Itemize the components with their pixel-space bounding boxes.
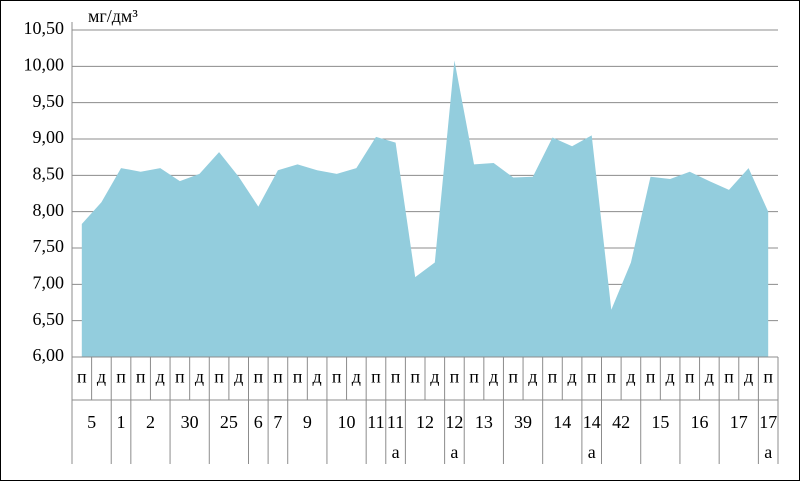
x-group-label: а [588,442,596,462]
x-group-label: 9 [303,412,312,432]
x-category-label: п [724,367,734,387]
x-category-label: п [763,367,773,387]
y-tick-label: 9,50 [33,91,65,111]
x-category-label: п [332,367,342,387]
x-group-label: 17 [730,412,748,432]
x-category-label: д [567,367,576,387]
x-category-label: п [450,367,460,387]
x-category-label: п [116,367,126,387]
x-category-label: п [77,367,87,387]
x-category-label: д [156,367,165,387]
x-group-label: 39 [514,412,532,432]
x-group-label: 7 [273,412,282,432]
x-category-label: п [136,367,146,387]
x-category-label: п [410,367,420,387]
x-category-label: п [646,367,656,387]
x-category-label: д [430,367,439,387]
x-group-label: 10 [338,412,356,432]
x-category-label: п [548,367,558,387]
x-group-label: 30 [181,412,199,432]
x-group-label: а [450,442,458,462]
x-category-label: п [293,367,303,387]
x-category-label: п [214,367,224,387]
x-category-label: п [508,367,518,387]
x-category-label: д [489,367,498,387]
x-category-label: п [253,367,263,387]
x-category-label: д [352,367,361,387]
y-tick-label: 7,00 [33,272,65,292]
x-group-label: 12 [416,412,434,432]
x-group-label: 25 [220,412,238,432]
x-group-label: 11 [387,412,404,432]
x-group-label: 16 [691,412,709,432]
y-tick-label: 7,50 [33,236,65,256]
unit-label: мг/дм³ [88,6,138,26]
x-group-label: 1 [117,412,126,432]
x-category-label: д [626,367,635,387]
x-category-label: д [528,367,537,387]
y-tick-label: 6,00 [33,345,65,365]
x-category-label: п [469,367,479,387]
y-tick-label: 8,00 [33,200,65,220]
x-group-label: 15 [651,412,669,432]
x-group-label: 13 [475,412,493,432]
x-category-label: п [606,367,616,387]
x-category-label: д [744,367,753,387]
y-tick-label: 9,00 [33,127,65,147]
x-category-label: п [175,367,185,387]
y-tick-label: 6,50 [33,309,65,329]
x-category-label: п [391,367,401,387]
x-group-label: 42 [612,412,630,432]
y-tick-label: 10,50 [24,18,65,38]
x-category-label: д [195,367,204,387]
x-group-label: а [392,442,400,462]
x-group-label: 12 [445,412,463,432]
x-group-label: 14 [553,412,571,432]
x-category-label: п [685,367,695,387]
x-group-label: а [764,442,772,462]
area [81,60,769,358]
x-category-label: д [313,367,322,387]
x-category-label: д [97,367,106,387]
x-category-label: п [371,367,381,387]
x-category-label: д [234,367,243,387]
x-group-label: 5 [87,412,96,432]
x-category-label: д [666,367,675,387]
x-category-label: п [273,367,283,387]
x-group-label: 14 [583,412,601,432]
x-category-label: д [705,367,714,387]
x-group-label: 2 [146,412,155,432]
y-tick-label: 8,50 [33,163,65,183]
x-category-label: п [587,367,597,387]
x-group-label: 11 [367,412,384,432]
y-tick-label: 10,00 [24,54,65,74]
x-group-label: 6 [254,412,263,432]
x-group-label: 17 [759,412,777,432]
